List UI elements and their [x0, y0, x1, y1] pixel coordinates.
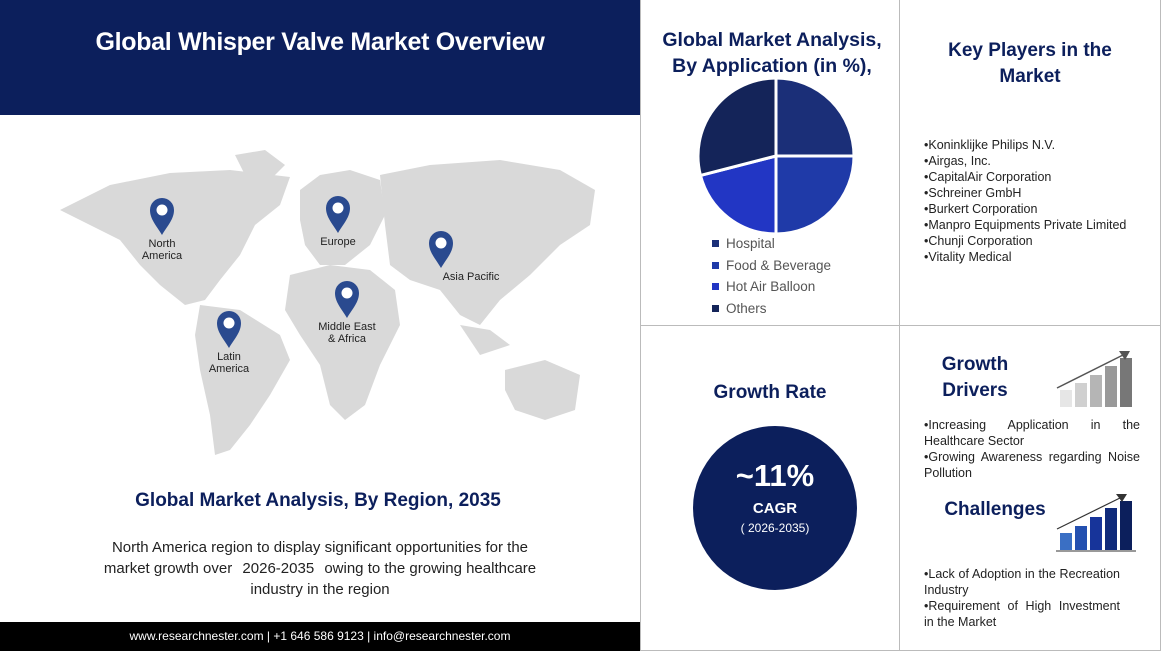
world-map: North America Europe Asia Pacific Middle Eas…: [60, 150, 595, 455]
pin-marker: [217, 311, 241, 348]
list-item: •Chunji Corporation: [924, 234, 1033, 248]
header: Global Whisper Valve Market Overview: [0, 0, 640, 115]
pin-marker: [150, 198, 174, 235]
legend-swatch: [712, 240, 719, 248]
list-item: •Requirement of High Investment in the M…: [924, 599, 1120, 629]
list-item: •Growing Awareness regarding Noise Pollu…: [924, 450, 1140, 480]
region-label: Asia Pacific: [443, 271, 500, 283]
legend-label: Hot Air Balloon: [726, 279, 816, 295]
players-title: Key Players in the Market: [948, 40, 1112, 87]
legend-label: Hospital: [726, 236, 775, 252]
pin-marker: [326, 196, 350, 233]
header-title: Global Whisper Valve Market Overview: [95, 28, 545, 56]
region-text-after: owing to the growing healthcare industry…: [250, 560, 537, 598]
list-item: •Manpro Equipments Private Limited: [924, 218, 1127, 232]
map-pin: Latin America: [209, 311, 250, 375]
list-item: •Burkert Corporation: [924, 202, 1038, 216]
list-item: •CapitalAir Corporation: [924, 170, 1052, 184]
cagr-value: ~11%: [735, 458, 815, 493]
list-item: •Increasing Application in the Healthcar…: [924, 418, 1140, 448]
players-list: •Koninklijke Philips N.V. •Airgas, Inc. •C…: [924, 137, 1154, 265]
legend: Hospital Food & Beverage Hot Air Balloon Ot…: [712, 233, 892, 319]
drivers-title: Growth Drivers: [941, 354, 1009, 401]
drivers-list: •Increasing Application in the Healthcar…: [924, 417, 1140, 481]
pin-hole: [332, 202, 344, 214]
pin-marker: [335, 281, 359, 318]
region-title: Global Market Analysis, By Region, 2035: [135, 490, 501, 511]
challenges-icon: [1056, 494, 1136, 552]
pin-hole: [341, 287, 353, 299]
legend-item: Hospital: [712, 233, 892, 255]
legend-swatch: [712, 283, 719, 291]
region-label: Europe: [320, 236, 355, 248]
list-item: •Lack of Adoption in the Recreation Indu…: [924, 567, 1120, 597]
region-label: Middle East & Africa: [318, 321, 375, 345]
drivers-icon: [1056, 351, 1132, 407]
cagr-label: CAGR: [752, 500, 798, 517]
pin-hole: [223, 317, 235, 329]
pie-slice: [774, 154, 856, 236]
pin-marker: [429, 231, 453, 268]
legend-label: Food & Beverage: [726, 257, 832, 273]
region-period: 2026-2035: [242, 560, 315, 577]
list-item: •Vitality Medical: [924, 250, 1012, 264]
map-pin: Europe: [320, 196, 356, 248]
map-pin: Asia Pacific: [429, 231, 500, 283]
pin-hole: [435, 237, 447, 249]
map-pin: Middle East & Africa: [318, 281, 376, 345]
growth-rate-title: Growth Rate: [713, 382, 827, 403]
pie-slice: [698, 154, 778, 236]
cagr-period: ( 2026-2035): [740, 521, 810, 535]
footer: www.researchnester.com | +1 646 586 9123…: [0, 622, 640, 651]
pie-slice: [696, 76, 778, 178]
legend-item: Others: [712, 298, 892, 320]
pin-hole: [156, 204, 168, 216]
region-label: North America: [142, 238, 183, 262]
legend-item: Food & Beverage: [712, 255, 892, 277]
region-text: North America region to display signific…: [100, 537, 540, 600]
region-text-before: North America region to display signific…: [103, 539, 529, 577]
list-item: •Koninklijke Philips N.V.: [924, 138, 1056, 152]
map-pin: North America: [142, 198, 183, 262]
legend-swatch: [712, 304, 719, 312]
list-item: •Schreiner GmbH: [924, 186, 1022, 200]
legend-swatch: [712, 261, 719, 269]
pie-slice: [774, 76, 856, 158]
cagr-circle: ~11% CAGR ( 2026-2035): [693, 426, 857, 590]
list-item: •Airgas, Inc.: [924, 154, 991, 168]
pie-title: Global Market Analysis, By Application (…: [662, 29, 882, 103]
legend-item: Hot Air Balloon: [712, 276, 892, 298]
challenges-list: •Lack of Adoption in the Recreation Indu…: [924, 566, 1120, 630]
region-label: Latin America: [209, 351, 250, 375]
legend-label: Others: [726, 300, 767, 316]
pie-chart: [696, 76, 856, 236]
challenges-title: Challenges: [944, 499, 1046, 520]
